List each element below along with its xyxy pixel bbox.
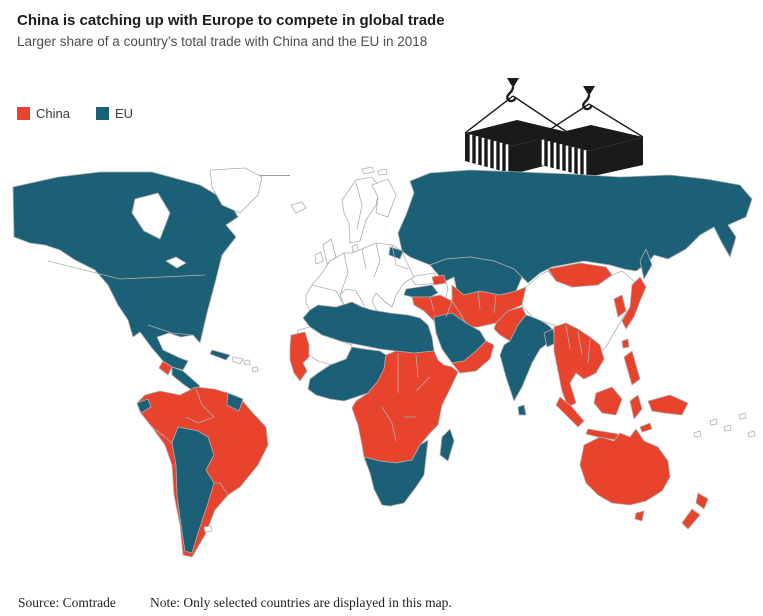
region-indochina (553, 322, 605, 408)
region-sumatra (555, 396, 585, 428)
region-new-zealand-north (695, 492, 709, 510)
region-korea (613, 294, 627, 318)
region-ireland (314, 251, 324, 265)
region-philippines (623, 350, 641, 386)
region-new-guinea (647, 394, 689, 416)
region-mongolia (547, 262, 613, 288)
region-great-lakes (165, 256, 187, 269)
region-pacific-island (693, 430, 702, 438)
region-japan (621, 276, 647, 330)
country-borders (151, 388, 229, 496)
crane-hook-icon (583, 86, 595, 96)
region-pacific-island (738, 412, 747, 420)
region-central-asia (451, 284, 527, 328)
page-subtitle: Larger share of a country’s total trade … (17, 34, 428, 49)
source-text: Source: Comtrade (18, 595, 116, 610)
crane-hook-icon (582, 94, 593, 111)
region-north-africa (302, 301, 435, 354)
note-text: Note: Only selected countries are displa… (150, 595, 452, 610)
region-yemen-oman-uae (451, 340, 495, 374)
region-guatemala (158, 360, 173, 376)
country-borders (381, 353, 431, 442)
china-swatch-icon (17, 107, 30, 120)
legend-label-eu: EU (114, 106, 134, 121)
crane-hook-icon (507, 78, 519, 88)
region-madagascar (439, 428, 455, 462)
country-borders (429, 290, 497, 318)
region-svalbard (377, 168, 388, 176)
region-hispaniola (231, 356, 244, 365)
region-sulawesi (629, 394, 643, 420)
legend-label-china: China (36, 106, 70, 121)
cable-icon (536, 103, 590, 139)
region-svalbard (361, 166, 375, 175)
country-borders (47, 260, 206, 336)
page-title: China is catching up with Europe to comp… (17, 12, 445, 29)
container-right-icon (536, 86, 644, 177)
eu-swatch-icon (95, 107, 109, 120)
region-borneo (593, 386, 623, 416)
region-timor (639, 422, 653, 433)
region-west-africa-coast (307, 346, 387, 402)
cable-icon (588, 103, 644, 138)
region-southern-cone (171, 426, 215, 554)
region-tasmania (634, 510, 645, 522)
region-caucasus (431, 274, 447, 286)
legend: China EU (17, 106, 133, 121)
region-sri-lanka (517, 404, 527, 416)
region-new-zealand-south (681, 508, 701, 530)
region-australia (579, 428, 671, 506)
region-ecuador (136, 398, 152, 414)
region-pacific-island (723, 424, 732, 432)
region-caribbean-island (243, 359, 251, 366)
region-belarus (388, 246, 404, 260)
region-turkey (403, 284, 439, 298)
region-pacific-island (709, 418, 718, 426)
region-united-kingdom (322, 238, 337, 265)
region-southern-africa (363, 439, 429, 507)
cable-icon (512, 95, 568, 133)
region-mauritania-senegal-guinea (289, 331, 310, 382)
cable-icon (464, 95, 514, 134)
region-greenland (209, 167, 263, 214)
country-borders (565, 324, 591, 364)
region-pacific-island (747, 430, 756, 438)
region-taiwan (621, 338, 630, 349)
region-india (499, 314, 555, 402)
world-choropleth-map (12, 166, 756, 558)
region-iceland (290, 201, 307, 214)
legend-item-eu: EU (95, 106, 134, 121)
region-cuba (209, 349, 231, 361)
region-caribbean-island (251, 366, 259, 373)
region-hudson-bay (131, 192, 171, 240)
region-falklands (203, 525, 213, 533)
region-north-america (12, 171, 239, 371)
region-sakhalin (639, 248, 653, 280)
legend-item-china: China (17, 106, 70, 121)
region-guianas (226, 392, 244, 412)
crane-hook-icon (506, 86, 517, 103)
country-borders (311, 182, 409, 306)
region-finland (371, 178, 397, 218)
shipping-containers-illustration (464, 78, 644, 177)
